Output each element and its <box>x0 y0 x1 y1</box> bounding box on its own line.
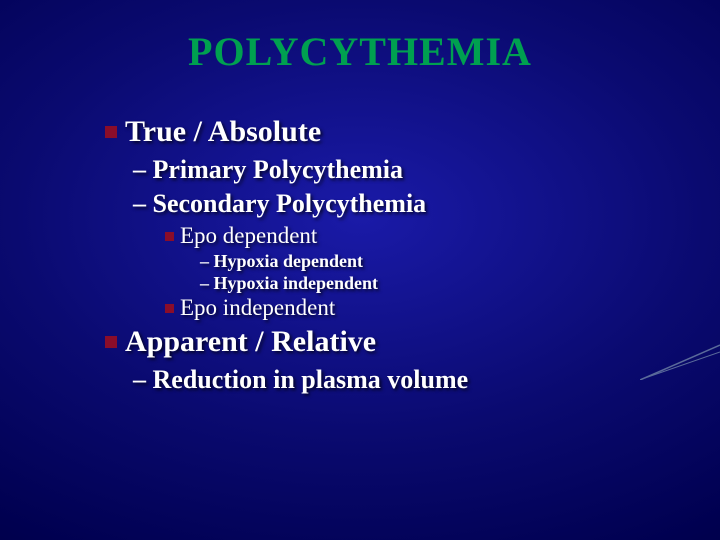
outline-item-epo-independent: Epo independent <box>105 295 720 321</box>
outline-item-epo-dependent: Epo dependent <box>105 223 720 249</box>
outline-text: True / Absolute <box>125 115 321 148</box>
outline-item-hypoxia-independent: – Hypoxia independent <box>105 273 720 294</box>
slide: POLYCYTHEMIA True / Absolute – Primary P… <box>0 0 720 540</box>
outline-text: – Primary Polycythemia <box>133 155 403 184</box>
outline-item-true-absolute: True / Absolute <box>105 115 720 149</box>
outline-item-reduction-plasma: – Reduction in plasma volume <box>105 365 720 395</box>
outline-text: Epo dependent <box>180 223 317 248</box>
outline-item-hypoxia-dependent: – Hypoxia dependent <box>105 251 720 272</box>
square-bullet-icon <box>165 304 174 313</box>
outline-item-secondary: – Secondary Polycythemia <box>105 189 720 219</box>
outline-text: Epo independent <box>180 295 335 320</box>
outline-text: Apparent / Relative <box>125 325 376 358</box>
outline-text: – Hypoxia independent <box>200 273 378 293</box>
outline-item-apparent-relative: Apparent / Relative <box>105 325 720 359</box>
outline-item-primary: – Primary Polycythemia <box>105 155 720 185</box>
outline-text: – Hypoxia dependent <box>200 251 363 271</box>
slide-title: POLYCYTHEMIA <box>0 28 720 75</box>
outline-text: – Secondary Polycythemia <box>133 189 426 218</box>
square-bullet-icon <box>105 336 117 348</box>
square-bullet-icon <box>105 126 117 138</box>
outline-text: – Reduction in plasma volume <box>133 365 468 394</box>
square-bullet-icon <box>165 232 174 241</box>
slide-outline: True / Absolute – Primary Polycythemia –… <box>0 115 720 395</box>
